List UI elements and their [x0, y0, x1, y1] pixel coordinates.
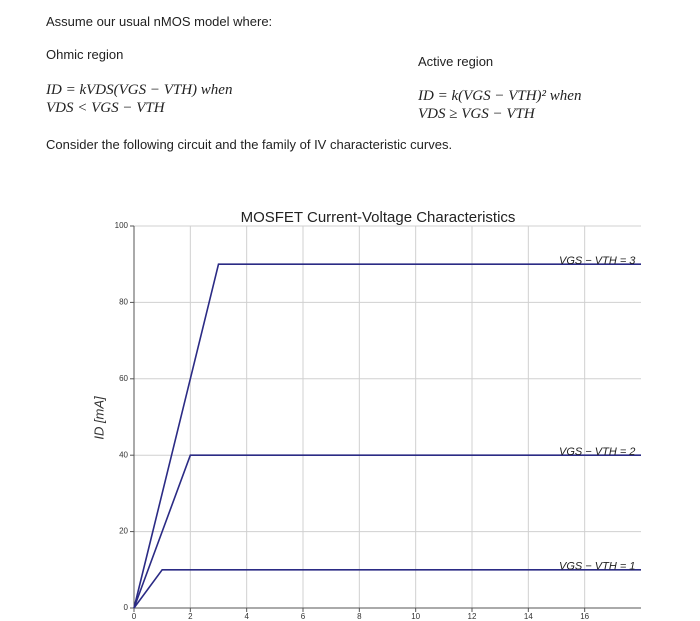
x-tick-label: 14 — [524, 612, 533, 621]
y-tick-label: 80 — [119, 298, 128, 307]
instruction: Consider the following circuit and the f… — [46, 137, 453, 152]
series-label: VGS − VTH = 3 — [559, 255, 636, 267]
formula: ID = k(VGS − VTH)² when — [418, 88, 582, 104]
series-line — [133, 569, 641, 609]
series-label: VGS − VTH = 1 — [559, 561, 635, 573]
x-tick-label: 4 — [244, 612, 249, 621]
heading: Ohmic region — [46, 47, 124, 62]
y-axis-label: ID [mA] — [91, 396, 106, 440]
x-tick-label: 10 — [411, 612, 420, 621]
y-tick-label: 40 — [119, 450, 128, 459]
x-tick-label: 6 — [301, 612, 306, 621]
series-line — [133, 454, 641, 609]
y-tick-label: 60 — [119, 374, 128, 383]
series-line — [133, 263, 641, 609]
x-tick-label: 2 — [188, 612, 193, 621]
series-label: VGS − VTH = 2 — [559, 446, 635, 458]
heading: Active region — [418, 54, 494, 69]
intro: Assume our usual nMOS model where: — [46, 14, 273, 29]
formula: VDS < VGS − VTH — [46, 100, 165, 116]
chart-title: MOSFET Current-Voltage Characteristics — [241, 209, 516, 226]
x-tick-label: 8 — [357, 612, 362, 621]
formula: ID = kVDS(VGS − VTH) when — [46, 82, 233, 98]
y-tick-label: 0 — [124, 603, 129, 612]
formula: VDS ≥ VGS − VTH — [418, 106, 535, 122]
x-tick-label: 16 — [580, 612, 589, 621]
y-tick-label: 100 — [115, 221, 129, 230]
x-tick-label: 0 — [132, 612, 137, 621]
x-tick-label: 12 — [468, 612, 477, 621]
y-tick-label: 20 — [119, 527, 128, 536]
